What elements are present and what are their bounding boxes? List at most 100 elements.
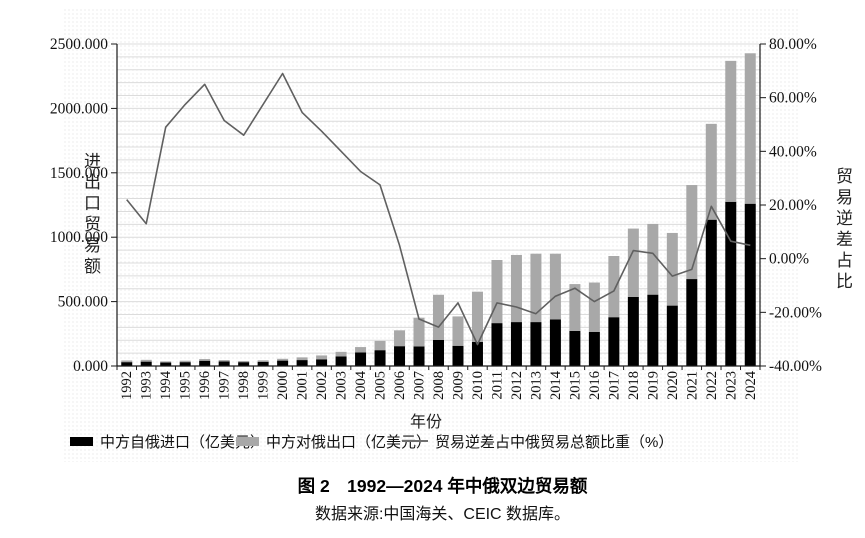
right-axis-tick-label: 40.00% <box>769 143 817 160</box>
x-axis-year-label: 2013 <box>528 371 544 400</box>
bar-import-2015 <box>569 330 581 366</box>
left-axis-tick-label: 2000.000 <box>50 100 108 117</box>
x-axis-year-label: 2006 <box>392 371 408 400</box>
bar-import-2018 <box>627 296 639 366</box>
bar-import-2023 <box>725 201 737 366</box>
figure-source: 数据来源:中国海关、CEIC 数据库。 <box>314 506 571 523</box>
bar-export-1996 <box>199 359 211 361</box>
x-axis-year-label: 2008 <box>431 371 447 400</box>
right-axis-title: 贸易逆差占比 <box>833 167 852 293</box>
figure-caption: 图 2 1992—2024 年中俄双边贸易额 <box>297 476 588 496</box>
bar-export-2013 <box>530 253 542 323</box>
bar-export-2022 <box>705 123 717 220</box>
ratio-line-swatch <box>402 440 428 442</box>
bar-import-2013 <box>530 322 542 366</box>
x-axis-title: 年份 <box>410 414 443 431</box>
x-axis-year-label: 2024 <box>743 370 759 400</box>
bar-import-2006 <box>394 346 406 366</box>
bar-export-2002 <box>316 355 328 360</box>
bar-export-2009 <box>452 316 464 346</box>
bar-import-2010 <box>471 341 483 366</box>
bar-export-1994 <box>160 361 172 363</box>
x-axis-year-label: 2017 <box>606 371 622 400</box>
bar-export-2016 <box>588 282 600 332</box>
bar-export-1999 <box>257 360 269 362</box>
deficit-ratio-line <box>126 72 751 346</box>
left-axis-tick-label: 0.000 <box>73 358 108 375</box>
bar-export-2005 <box>374 340 386 351</box>
legend-item-export: 中方对俄出口（亿美元） <box>236 431 431 451</box>
right-axis-tick-label: 80.00% <box>769 36 817 53</box>
x-axis-year-label: 2021 <box>684 371 700 400</box>
x-axis-year-label: 1995 <box>178 371 194 400</box>
trade-chart: 0.000 500.000 1000.000 1500.000 2000.000 2500… <box>50 36 822 400</box>
x-axis-year-label: 2002 <box>314 371 330 400</box>
bar-import-2024 <box>744 203 756 366</box>
bar-export-2006 <box>394 330 406 347</box>
bar-import-2002 <box>316 359 328 366</box>
bar-import-2017 <box>608 317 620 366</box>
bar-export-1995 <box>179 360 191 363</box>
x-axis-year-label: 2010 <box>470 371 486 400</box>
x-axis-year-label: 2001 <box>295 371 311 400</box>
bar-import-2005 <box>374 350 386 366</box>
bar-export-2017 <box>608 256 620 318</box>
legend-item-ratio: 贸易逆差占中俄贸易总额比重（%） <box>402 431 673 451</box>
bar-export-1998 <box>238 360 250 363</box>
x-axis-year-label: 1998 <box>236 371 252 400</box>
bar-export-2010 <box>471 291 483 342</box>
bar-import-2022 <box>705 219 717 366</box>
legend-label-export: 中方对俄出口（亿美元） <box>266 433 432 451</box>
bar-export-2023 <box>725 60 737 202</box>
bar-export-2001 <box>296 357 308 361</box>
x-axis-year-label: 1997 <box>217 371 233 400</box>
x-axis-year-label: 2016 <box>587 371 603 400</box>
bar-export-2003 <box>335 351 347 357</box>
bar-export-2018 <box>627 228 639 297</box>
x-axis-year-label: 2005 <box>373 371 389 400</box>
bar-import-1995 <box>179 362 191 366</box>
bar-import-2008 <box>433 339 444 366</box>
x-axis-year-label: 2023 <box>723 371 739 400</box>
bar-export-2019 <box>647 223 659 295</box>
bar-import-2004 <box>355 352 367 366</box>
bar-import-1994 <box>160 362 172 366</box>
legend-label-import: 中方自俄进口（亿美元） <box>100 433 266 451</box>
legend: 中方自俄进口（亿美元） 中方对俄出口（亿美元） 贸易逆差占中俄贸易总额比重（%） <box>0 431 865 451</box>
bars <box>121 53 756 366</box>
legend-item-import: 中方自俄进口（亿美元） <box>70 431 265 451</box>
bar-import-2014 <box>549 319 561 366</box>
x-axis-year-label: 2003 <box>334 371 350 400</box>
bar-export-2011 <box>491 259 503 324</box>
right-axis-tick-label: 0.00% <box>769 251 809 268</box>
bar-export-2004 <box>355 347 367 353</box>
bar-import-2016 <box>588 331 600 366</box>
bar-import-2003 <box>335 356 347 366</box>
bar-import-2012 <box>510 322 522 366</box>
x-axis-year-label: 2014 <box>548 370 564 400</box>
bar-export-2007 <box>413 317 425 347</box>
x-axis-year-label: 1993 <box>139 371 155 400</box>
bar-export-2000 <box>277 358 289 361</box>
x-axis-year-label: 1992 <box>119 371 135 400</box>
left-axis-tick-label: 1500.000 <box>50 165 108 182</box>
bar-import-2019 <box>647 294 659 366</box>
x-axis-year-label: 2004 <box>353 370 369 400</box>
left-axis-title: 进出口贸易额 <box>81 152 100 278</box>
import-bar-swatch <box>70 436 93 446</box>
x-axis-year-label: 2012 <box>509 371 525 400</box>
x-axis-year-label: 2000 <box>275 371 291 400</box>
bar-export-2015 <box>569 284 581 331</box>
legend-label-ratio: 贸易逆差占中俄贸易总额比重（%） <box>435 433 674 451</box>
bar-export-2020 <box>666 232 678 306</box>
bar-export-1992 <box>121 360 133 363</box>
bar-export-2021 <box>686 185 698 280</box>
x-axis-year-label: 2022 <box>704 371 720 400</box>
x-axis-year-label: 2011 <box>489 371 505 399</box>
x-axis-year-label: 1999 <box>256 371 272 400</box>
left-axis-tick-label: 500.000 <box>58 294 109 311</box>
x-axis-year-label: 1994 <box>158 370 174 400</box>
x-axis-year-label: 2009 <box>450 371 466 400</box>
export-bar-swatch <box>236 436 259 446</box>
